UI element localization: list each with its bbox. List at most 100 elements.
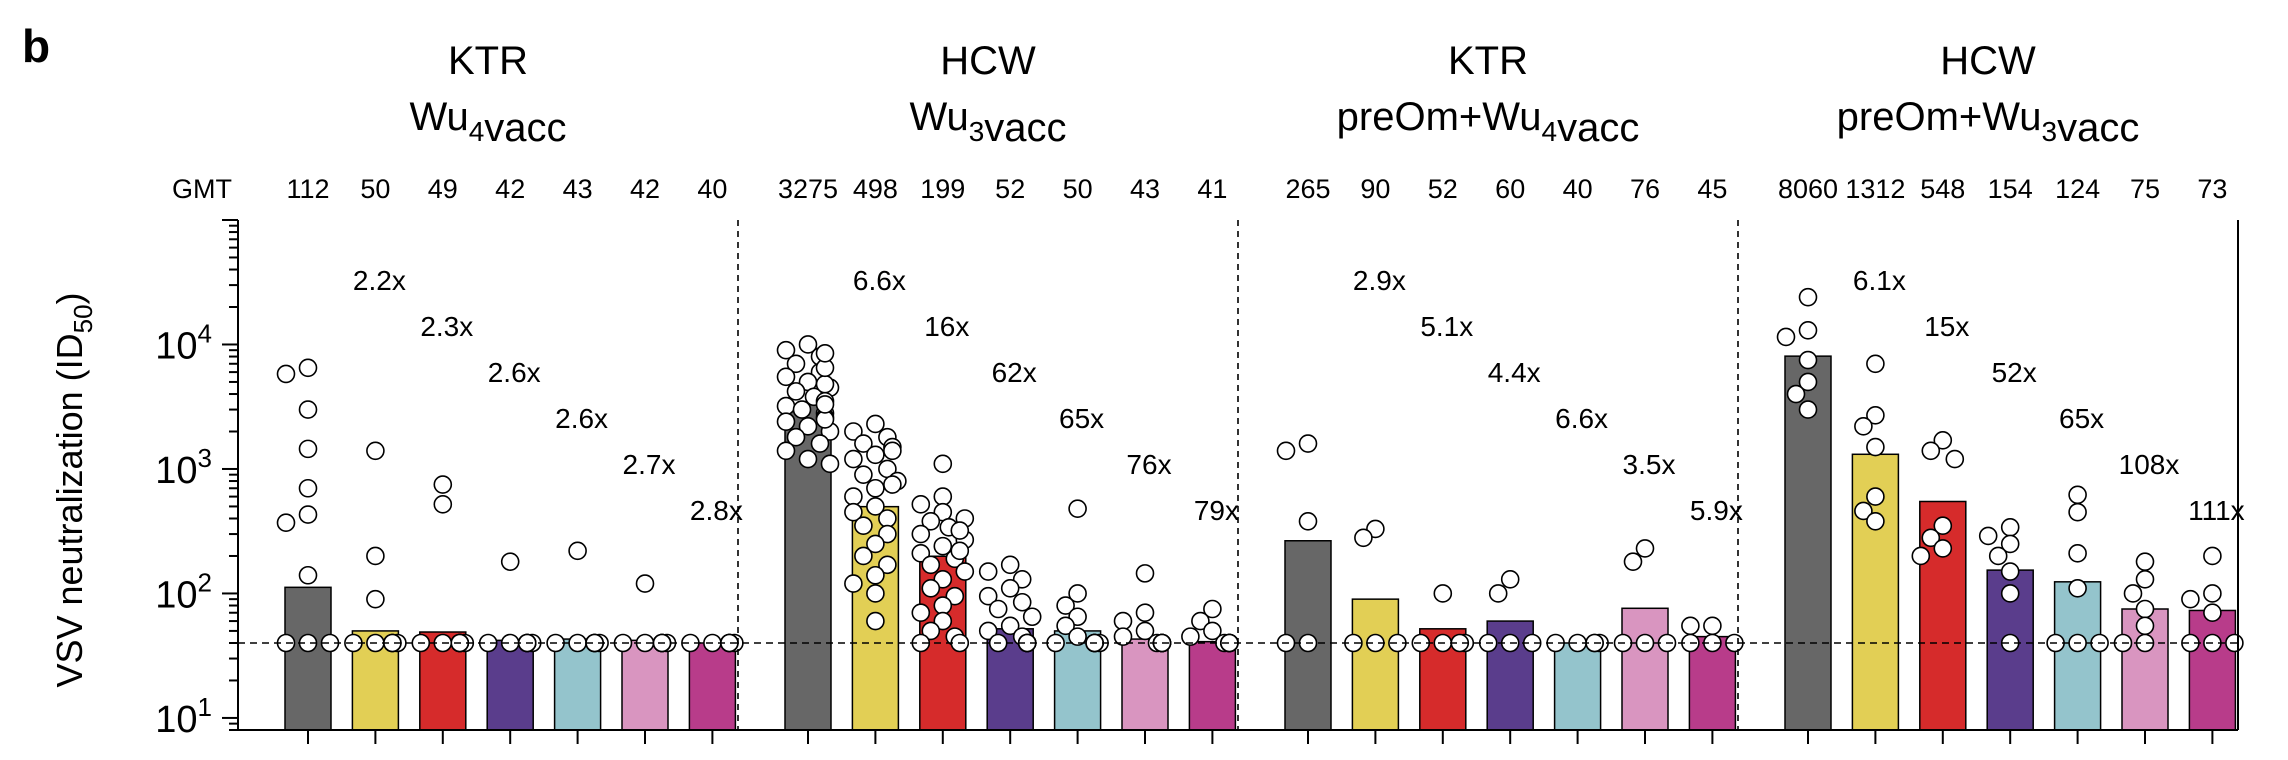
panel-label: b bbox=[22, 20, 50, 72]
data-point bbox=[844, 449, 863, 469]
data-point bbox=[2181, 589, 2200, 609]
group-title-line1: HCW bbox=[940, 39, 1036, 83]
data-point bbox=[911, 524, 931, 544]
data-point bbox=[786, 427, 806, 447]
data-point bbox=[1056, 596, 1075, 615]
fold-change-label: 76x bbox=[1126, 449, 1171, 480]
data-point bbox=[950, 521, 970, 540]
data-point bbox=[854, 434, 873, 453]
gmt-value: 50 bbox=[1063, 174, 1093, 204]
gmt-value: 52 bbox=[995, 174, 1025, 204]
data-point bbox=[776, 396, 796, 416]
data-point bbox=[1203, 621, 1222, 641]
data-point bbox=[878, 509, 897, 528]
data-point bbox=[298, 505, 318, 524]
data-point bbox=[1191, 611, 1210, 631]
fold-change-label: 2.9x bbox=[1353, 265, 1406, 296]
fold-change-label: 2.8x bbox=[690, 495, 743, 526]
data-point bbox=[1068, 499, 1087, 518]
fold-change-label: 5.9x bbox=[1690, 495, 1743, 526]
data-point bbox=[776, 441, 796, 461]
data-point bbox=[933, 611, 953, 631]
data-point bbox=[866, 414, 885, 434]
gmt-value: 90 bbox=[1360, 174, 1390, 204]
data-point bbox=[2135, 552, 2155, 571]
fold-change-label: 2.6x bbox=[555, 403, 608, 434]
data-point bbox=[815, 395, 835, 414]
bar bbox=[553, 638, 602, 731]
data-point bbox=[955, 562, 975, 581]
gmt-header: GMT bbox=[172, 174, 232, 204]
data-point bbox=[298, 439, 318, 459]
data-point bbox=[933, 536, 953, 556]
data-point bbox=[1945, 449, 1965, 469]
data-point bbox=[1786, 384, 1806, 404]
data-point bbox=[1012, 592, 1032, 612]
group-title-line2: Wu4vacc bbox=[409, 95, 566, 150]
gmt-value: 76 bbox=[1630, 174, 1660, 204]
data-point bbox=[500, 552, 520, 571]
data-point bbox=[1988, 546, 2008, 566]
bar bbox=[1621, 607, 1669, 731]
data-point bbox=[866, 445, 885, 465]
data-point bbox=[298, 358, 318, 378]
data-point bbox=[2068, 578, 2087, 598]
data-point bbox=[786, 354, 806, 374]
data-point bbox=[1113, 627, 1133, 646]
y-axis-label: VSV neutralization (ID50) bbox=[49, 292, 98, 687]
data-point bbox=[276, 364, 296, 384]
data-point bbox=[1203, 599, 1222, 619]
fold-change-label: 5.1x bbox=[1420, 311, 1473, 342]
group-title-line2: Wu3vacc bbox=[909, 95, 1066, 150]
data-point bbox=[933, 454, 953, 474]
group-title-line2: preOm+Wu3vacc bbox=[1837, 95, 2140, 150]
data-point bbox=[1298, 434, 1318, 453]
y-axis: 101 102 103 104 VSV neutralization (ID50) bbox=[49, 219, 2239, 744]
fold-change-label: 4.4x bbox=[1488, 357, 1541, 388]
bar bbox=[1351, 598, 1400, 731]
y-tick-label: 101 bbox=[155, 692, 212, 741]
fold-change-label: 15x bbox=[1924, 311, 1969, 342]
data-point bbox=[298, 565, 318, 585]
data-point bbox=[988, 599, 1008, 619]
data-point bbox=[911, 495, 931, 514]
data-point bbox=[792, 400, 812, 419]
data-point bbox=[866, 584, 885, 603]
data-point bbox=[844, 502, 863, 522]
data-point bbox=[1798, 400, 1818, 419]
gmt-value: 1312 bbox=[1845, 174, 1905, 204]
data-point bbox=[933, 487, 953, 506]
data-point bbox=[1866, 437, 1885, 457]
gmt-value: 3275 bbox=[778, 174, 838, 204]
group-title-line1: KTR bbox=[1448, 39, 1528, 83]
gmt-value: 42 bbox=[630, 174, 660, 204]
gmt-value: 548 bbox=[1920, 174, 1965, 204]
data-point bbox=[1276, 441, 1296, 461]
fold-change-label: 65x bbox=[1059, 403, 1104, 434]
data-point bbox=[1433, 584, 1453, 603]
data-point bbox=[2203, 584, 2222, 603]
data-point bbox=[433, 495, 453, 514]
data-point bbox=[1798, 287, 1818, 307]
guide-lines bbox=[238, 220, 2238, 730]
data-point bbox=[883, 441, 902, 461]
gmt-value: 112 bbox=[286, 174, 329, 204]
data-point bbox=[2203, 546, 2222, 566]
data-point bbox=[298, 478, 318, 498]
data-point bbox=[776, 367, 796, 387]
data-point bbox=[844, 487, 863, 506]
data-point bbox=[1181, 627, 1200, 646]
data-point bbox=[1798, 320, 1818, 340]
data-point bbox=[776, 412, 796, 431]
data-point bbox=[1056, 616, 1075, 636]
data-point bbox=[1866, 354, 1885, 374]
bars bbox=[284, 355, 2237, 731]
data-point bbox=[2068, 502, 2087, 522]
data-point bbox=[1854, 417, 1873, 436]
data-point bbox=[1921, 441, 1941, 461]
group-titles: KTR Wu4vacc HCW Wu3vacc KTR preOm+Wu4vacc HCW p… bbox=[409, 39, 2139, 150]
gmt-value: 124 bbox=[2055, 174, 2100, 204]
bar bbox=[1188, 640, 1237, 731]
data-point bbox=[2000, 517, 2020, 537]
bar bbox=[2053, 581, 2102, 731]
